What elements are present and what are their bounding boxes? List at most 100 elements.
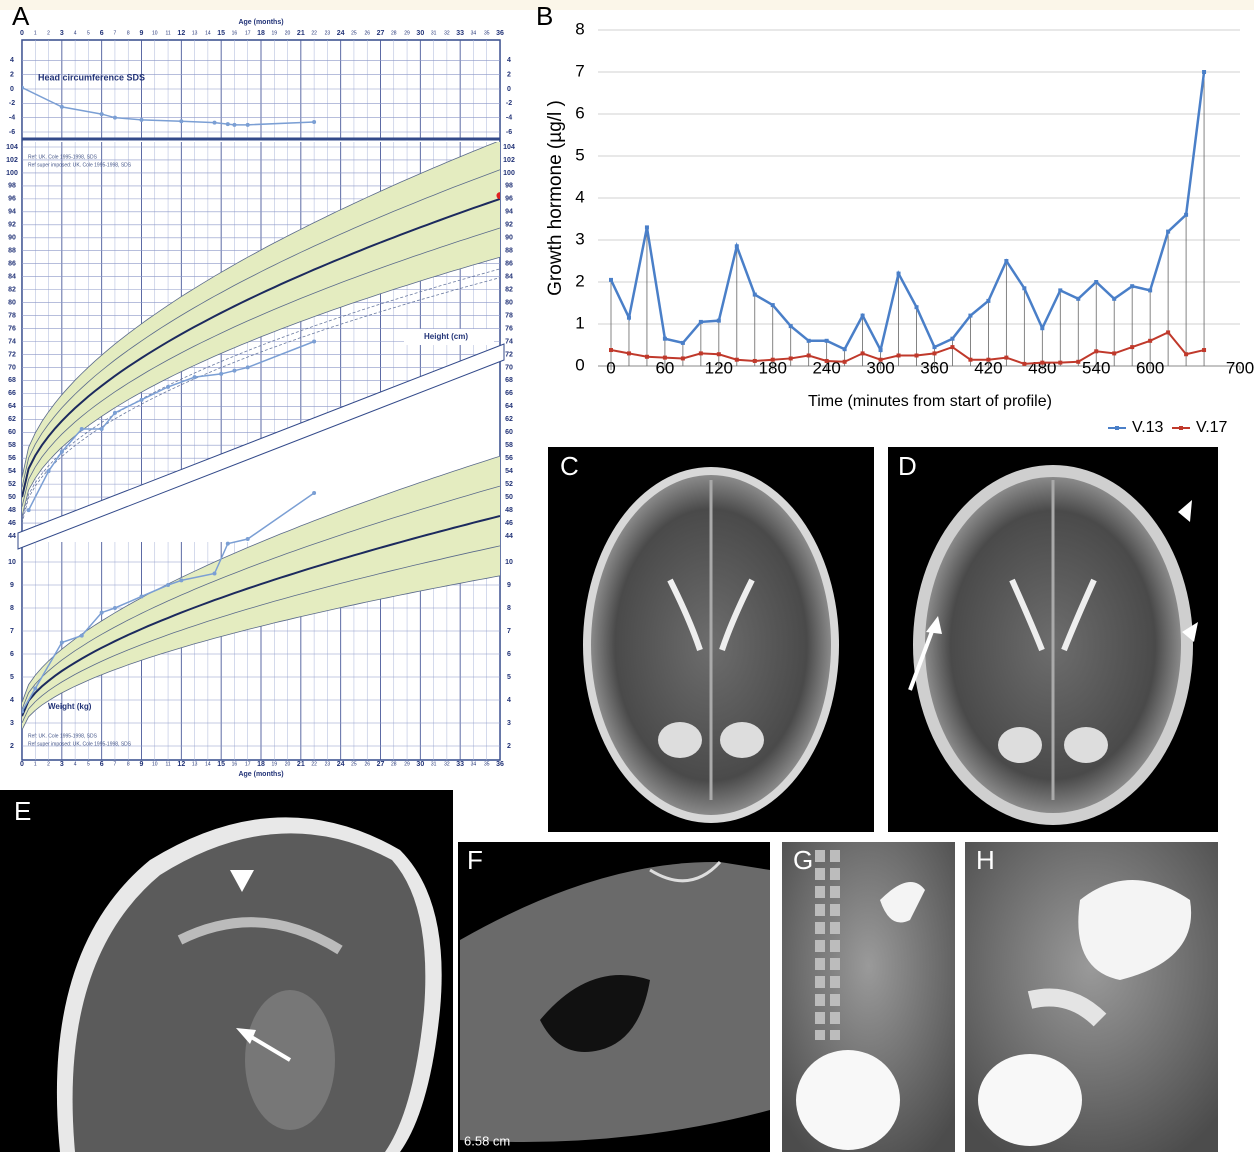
y-tick-label: 98 <box>8 183 16 190</box>
patient-point <box>166 583 170 587</box>
patient-point <box>100 427 104 431</box>
panel-label: E <box>14 796 31 826</box>
y-tick-label: -4 <box>9 115 15 122</box>
y-tick-label: 2 <box>507 72 511 79</box>
y-tick-label: 46 <box>8 520 16 527</box>
series-marker <box>771 303 775 307</box>
series-marker <box>843 347 847 351</box>
section-title: Height (cm) <box>424 332 468 341</box>
y-tick-label: 96 <box>8 196 16 203</box>
y-tick-label: 4 <box>507 57 511 64</box>
y-tick-label: 4 <box>507 697 511 704</box>
x-tick-label: 29 <box>404 30 410 36</box>
y-tick-label: 9 <box>507 582 511 589</box>
y-tick-label: -4 <box>506 115 512 122</box>
series-marker <box>825 359 829 363</box>
series-marker <box>663 337 667 341</box>
x-tick-label: 36 <box>496 761 504 768</box>
series-marker <box>717 319 721 323</box>
page: {"chart_data": [ {"type": "growth", "pan… <box>0 0 1254 1152</box>
patient-point <box>179 578 183 582</box>
panel-label: G <box>793 845 813 875</box>
x-tick-label: 25 <box>351 761 357 767</box>
series-marker <box>681 356 685 360</box>
x-tick-label: 19 <box>271 761 277 767</box>
x-tick-label: 28 <box>391 30 397 36</box>
patient-point <box>60 105 64 109</box>
x-tick-label: 11 <box>165 30 170 36</box>
series-marker <box>1094 280 1098 284</box>
y-tick-label: 90 <box>505 235 513 242</box>
y-tick-label: 78 <box>8 312 16 319</box>
y-tick-label: 94 <box>8 209 16 216</box>
y-tick-label: 84 <box>8 274 16 281</box>
x-tick-label: 20 <box>285 30 291 36</box>
series-marker <box>1004 356 1008 360</box>
y-tick-label: 56 <box>505 455 513 462</box>
series-marker <box>789 356 793 360</box>
y-tick-label: 84 <box>505 274 513 281</box>
patient-point <box>80 634 84 638</box>
series-marker <box>968 314 972 318</box>
x-tick-label: 20 <box>285 761 291 767</box>
y-tick-label: 94 <box>505 209 513 216</box>
patient-point <box>179 119 183 123</box>
ultrasound-f <box>458 842 770 1152</box>
series-marker <box>1022 286 1026 290</box>
x-tick-label: 27 <box>377 30 385 37</box>
mri-axial-d <box>888 447 1218 832</box>
series-marker <box>699 320 703 324</box>
y-tick-label: 48 <box>8 507 16 514</box>
y-tick-label: 6 <box>10 651 14 658</box>
x-tick-label: 33 <box>456 761 464 768</box>
y-tick-label: 72 <box>8 351 16 358</box>
x-tick-label: 23 <box>325 761 331 767</box>
y-tick-label: 46 <box>505 520 513 527</box>
legend-swatch <box>1179 426 1183 430</box>
x-tick-label: 22 <box>311 761 317 767</box>
x-tick-label: 4 <box>74 30 77 36</box>
patient-point <box>232 123 236 127</box>
series-marker <box>645 355 649 359</box>
x-tick-label: 3 <box>60 761 64 768</box>
x-tick-label: 16 <box>232 30 238 36</box>
series-marker <box>753 293 757 297</box>
y-tick-label: 8 <box>507 605 511 612</box>
x-tick-label: 5 <box>87 30 90 36</box>
y-tick-label: 6 <box>575 103 584 122</box>
patient-point <box>226 122 230 126</box>
y-tick-label: 76 <box>505 325 513 332</box>
series-marker <box>645 225 649 229</box>
series-marker <box>1094 349 1098 353</box>
series-marker <box>1130 345 1134 349</box>
series-marker <box>986 358 990 362</box>
y-tick-label: -6 <box>9 129 15 136</box>
x-tick-label: 19 <box>271 30 277 36</box>
y-tick-label: 5 <box>575 145 584 164</box>
patient-point <box>113 116 117 120</box>
patient-point <box>246 537 250 541</box>
series-marker <box>627 351 631 355</box>
y-tick-label: 72 <box>505 351 513 358</box>
y-tick-label: 3 <box>10 720 14 727</box>
y-tick-label: 82 <box>8 286 16 293</box>
x-tick-label: 15 <box>217 30 225 37</box>
y-tick-label: 0 <box>10 86 14 93</box>
patient-point <box>80 427 84 431</box>
y-tick-label: 102 <box>6 157 18 164</box>
x-tick-label: 17 <box>245 30 251 36</box>
x-tick-label: 18 <box>257 761 265 768</box>
reference-note: Ref super imposed: UK. Cole 1995-1998, S… <box>28 162 132 168</box>
x-tick-label: 33 <box>456 30 464 37</box>
series-marker <box>1130 284 1134 288</box>
x-axis-title: Age (months) <box>238 19 283 26</box>
y-tick-label: 4 <box>10 697 14 704</box>
series-marker <box>1112 297 1116 301</box>
patient-point <box>246 365 250 369</box>
series-marker <box>950 345 954 349</box>
series-marker <box>1112 351 1116 355</box>
series-marker <box>915 305 919 309</box>
y-tick-label: 7 <box>575 61 584 80</box>
panel-label: H <box>976 845 995 875</box>
y-tick-label: 66 <box>8 390 16 397</box>
